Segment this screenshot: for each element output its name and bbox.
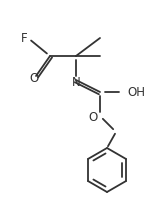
Text: OH: OH [127, 85, 145, 99]
Text: N: N [72, 76, 80, 88]
Text: O: O [89, 111, 98, 123]
Text: O: O [29, 72, 39, 84]
Text: F: F [20, 31, 27, 45]
